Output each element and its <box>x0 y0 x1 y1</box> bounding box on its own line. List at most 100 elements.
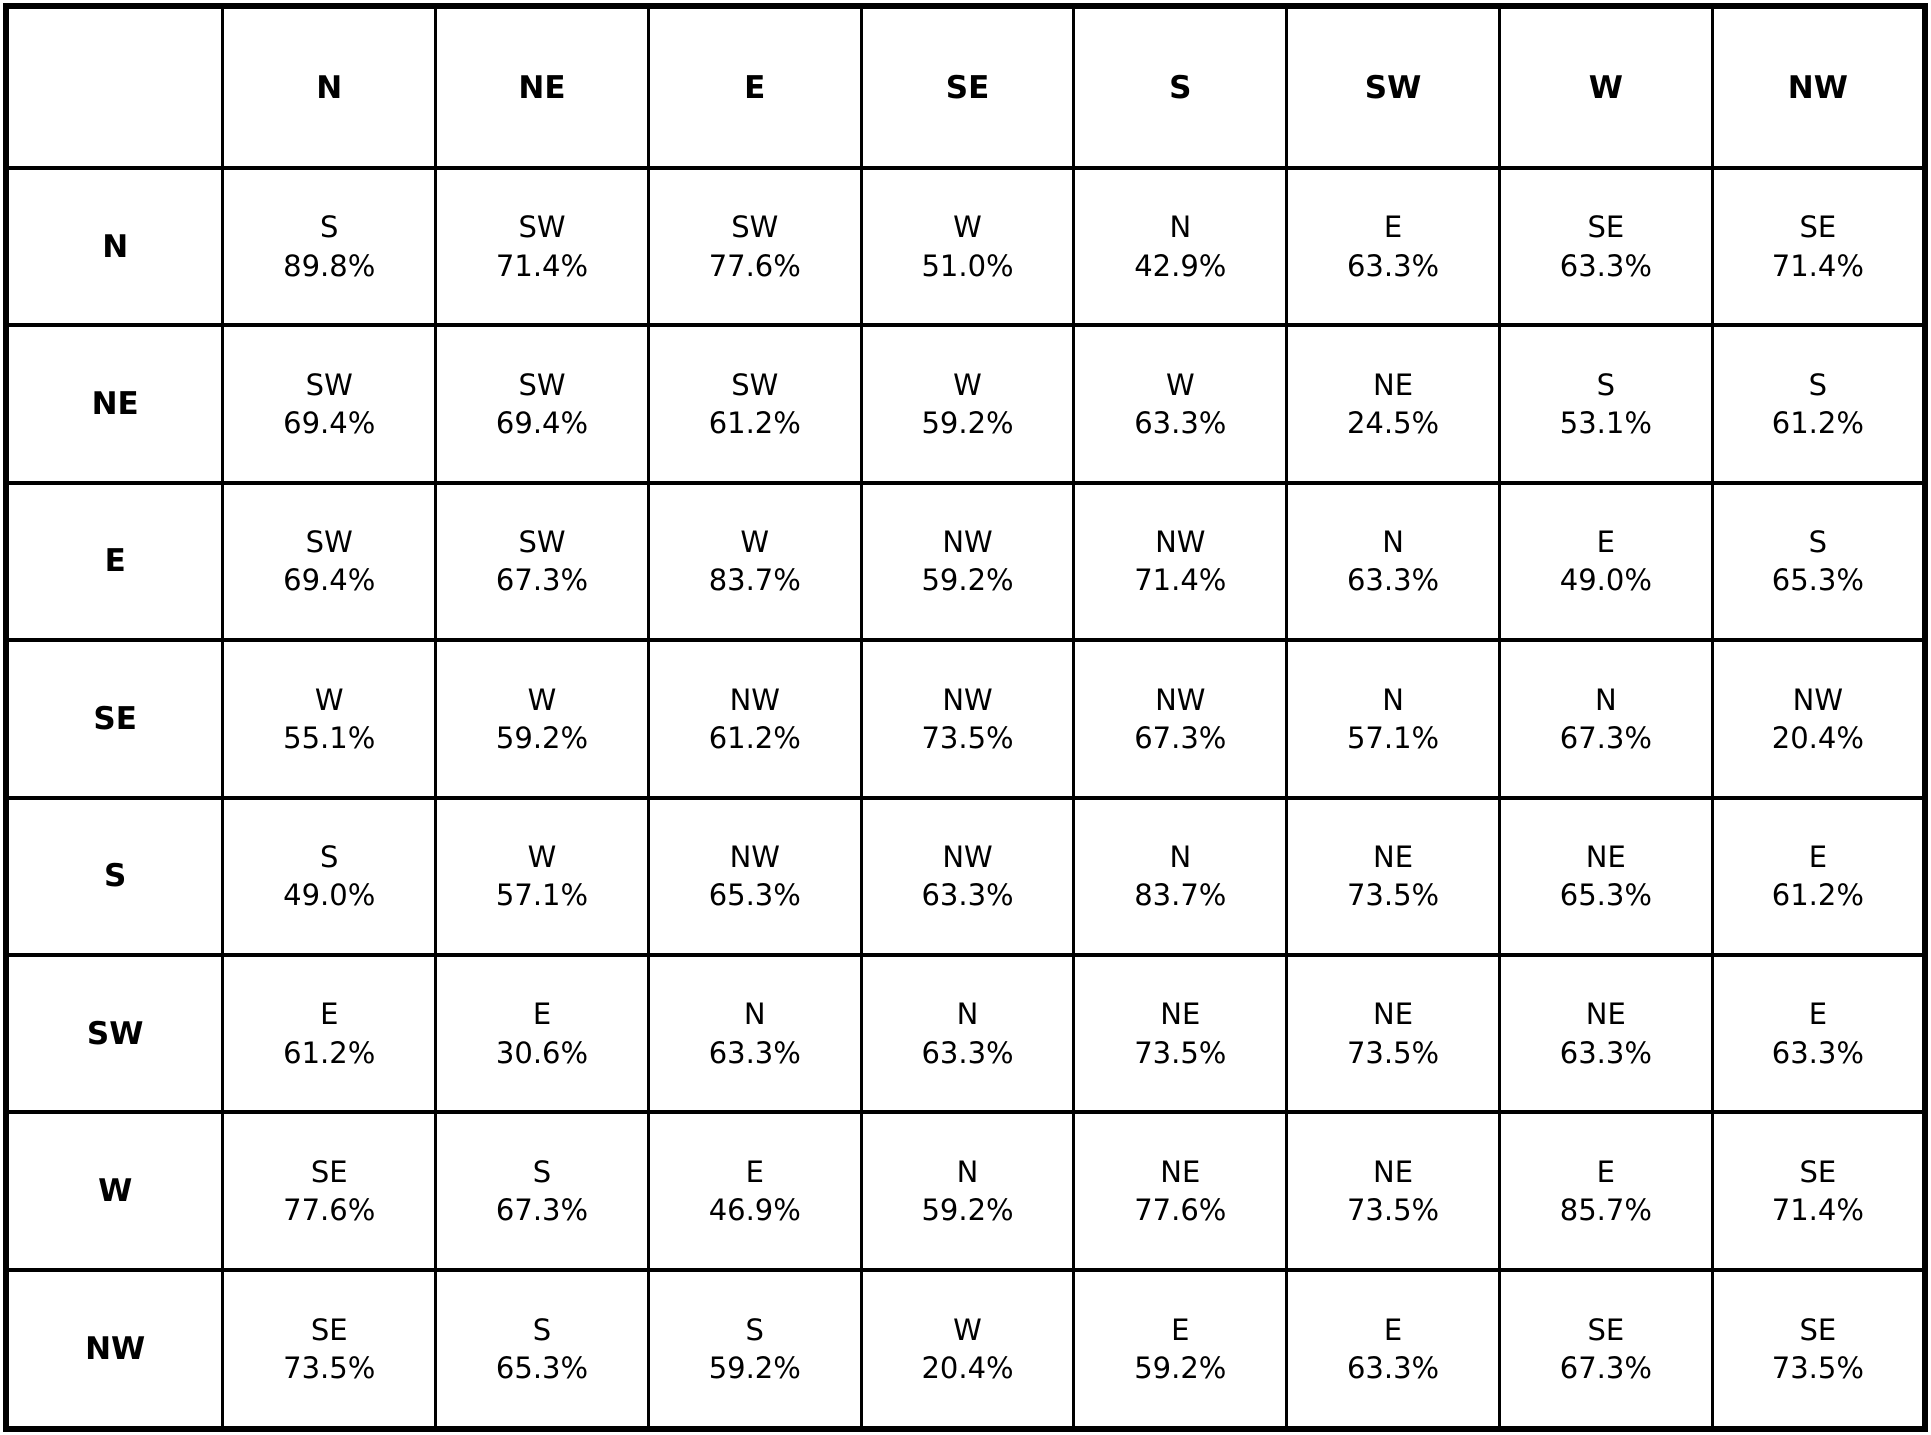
matrix-cell: SE 67.3% <box>1497 1267 1714 1432</box>
cell-direction-label: N <box>1382 525 1404 560</box>
matrix-cell: E 46.9% <box>646 1110 863 1272</box>
matrix-cell: NW 71.4% <box>1072 480 1289 643</box>
cell-percentage-value: 73.5% <box>1771 1350 1864 1385</box>
cell-percentage-value: 30.6% <box>495 1035 589 1070</box>
matrix-cell: NE 73.5% <box>1285 795 1501 957</box>
cell-percentage-value: 73.5% <box>1346 1192 1440 1227</box>
matrix-cell: N 42.9% <box>1072 165 1289 328</box>
cell-direction-label: NW <box>1155 682 1206 717</box>
matrix-cell: W 57.1% <box>434 795 650 957</box>
matrix-cell: E 61.2% <box>1710 795 1927 957</box>
cell-direction-label: SW <box>305 367 353 402</box>
cell-percentage-value: 65.3% <box>495 1350 589 1385</box>
cell-direction-label: S <box>1808 367 1828 402</box>
matrix-cell: SE 73.5% <box>221 1267 438 1432</box>
matrix-cell: NE 65.3% <box>1497 795 1714 957</box>
table-row: NE SW 69.4% SW 69.4% SW 61.2% W 59.2% W 63.3% NE 24.… <box>4 323 1927 485</box>
cell-direction-label: W <box>953 1312 982 1347</box>
cell-percentage-value: 53.1% <box>1559 406 1652 441</box>
cell-percentage-value: 63.3% <box>1559 1035 1652 1070</box>
cell-percentage-value: 61.2% <box>708 406 801 441</box>
cell-percentage-value: 73.5% <box>921 720 1014 755</box>
cell-percentage-value: 65.3% <box>708 878 801 913</box>
matrix-cell: NW 63.3% <box>859 795 1076 957</box>
cell-percentage-value: 67.3% <box>1559 1350 1652 1385</box>
cell-percentage-value: 71.4% <box>1771 248 1864 283</box>
matrix-cell: W 59.2% <box>859 323 1076 485</box>
matrix-cell: NE 73.5% <box>1285 1110 1501 1272</box>
cell-direction-label: E <box>1171 1312 1190 1347</box>
cell-direction-label: E <box>1596 525 1615 560</box>
cell-percentage-value: 61.2% <box>1771 406 1864 441</box>
direction-matrix-table: N NE E SE S SW W NW N S 89.8% SW 71.4% SW 77.6% W 51.0%… <box>3 3 1928 1432</box>
cell-percentage-value: 42.9% <box>1134 248 1227 283</box>
matrix-cell: W 55.1% <box>221 638 438 800</box>
column-header-sw: SW <box>1285 4 1501 170</box>
cell-direction-label: E <box>745 1154 764 1189</box>
matrix-cell: NW 73.5% <box>859 638 1076 800</box>
cell-direction-label: N <box>1382 682 1404 717</box>
matrix-cell: NW 59.2% <box>859 480 1076 643</box>
cell-direction-label: SW <box>731 210 779 245</box>
cell-percentage-value: 24.5% <box>1346 406 1440 441</box>
matrix-cell: E 85.7% <box>1497 1110 1714 1272</box>
cell-percentage-value: 73.5% <box>1134 1035 1227 1070</box>
row-header-w: W <box>4 1110 225 1272</box>
row-header-sw: SW <box>4 952 225 1115</box>
cell-direction-label: SW <box>305 525 353 560</box>
matrix-cell: NE 73.5% <box>1072 952 1289 1115</box>
cell-direction-label: NE <box>1373 367 1414 402</box>
cell-percentage-value: 73.5% <box>1346 1035 1440 1070</box>
cell-percentage-value: 59.2% <box>921 1192 1014 1227</box>
cell-percentage-value: 73.5% <box>1346 878 1440 913</box>
cell-direction-label: SE <box>1587 210 1625 245</box>
column-header-ne: NE <box>434 4 650 170</box>
cell-direction-label: W <box>953 367 982 402</box>
cell-direction-label: NW <box>1792 682 1844 717</box>
matrix-cell: S 67.3% <box>434 1110 650 1272</box>
table-row: W SE 77.6% S 67.3% E 46.9% N 59.2% NE 77.6% NE 73.5%… <box>4 1110 1927 1272</box>
column-header-row: N NE E SE S SW W NW <box>4 4 1927 170</box>
matrix-cell: SE 77.6% <box>221 1110 438 1272</box>
matrix-cell: N 63.3% <box>859 952 1076 1115</box>
matrix-cell: SE 71.4% <box>1710 165 1927 328</box>
matrix-cell: NE 63.3% <box>1497 952 1714 1115</box>
cell-direction-label: NE <box>1160 1154 1201 1189</box>
table-row: E SW 69.4% SW 67.3% W 83.7% NW 59.2% NW 71.4% N 63.3… <box>4 480 1927 643</box>
table-row: N S 89.8% SW 71.4% SW 77.6% W 51.0% N 42.9% E 63.3% S… <box>4 165 1927 328</box>
cell-direction-label: SW <box>518 210 566 245</box>
cell-percentage-value: 63.3% <box>1771 1035 1864 1070</box>
matrix-cell: SW 69.4% <box>221 480 438 643</box>
cell-direction-label: SE <box>310 1312 348 1347</box>
cell-direction-label: SE <box>310 1154 348 1189</box>
cell-direction-label: NW <box>729 682 780 717</box>
cell-direction-label: E <box>320 997 339 1032</box>
cell-percentage-value: 67.3% <box>495 1192 589 1227</box>
cell-percentage-value: 61.2% <box>1771 878 1864 913</box>
matrix-cell: W 63.3% <box>1072 323 1289 485</box>
column-header-e: E <box>646 4 863 170</box>
matrix-cell: E 63.3% <box>1710 952 1927 1115</box>
matrix-cell: N 67.3% <box>1497 638 1714 800</box>
matrix-cell: S 49.0% <box>221 795 438 957</box>
column-header-w: W <box>1497 4 1714 170</box>
cell-percentage-value: 83.7% <box>708 563 801 598</box>
matrix-cell: E 49.0% <box>1497 480 1714 643</box>
matrix-cell: S 61.2% <box>1710 323 1927 485</box>
cell-percentage-value: 69.4% <box>495 406 589 441</box>
cell-direction-label: SE <box>1799 210 1837 245</box>
matrix-cell: W 83.7% <box>646 480 863 643</box>
cell-direction-label: NE <box>1373 997 1414 1032</box>
cell-direction-label: N <box>1594 682 1617 717</box>
cell-percentage-value: 67.3% <box>495 563 589 598</box>
row-header-n: N <box>4 165 225 328</box>
cell-percentage-value: 65.3% <box>1559 878 1652 913</box>
cell-direction-label: N <box>1169 839 1192 874</box>
cell-direction-label: E <box>1383 1312 1403 1347</box>
matrix-cell: W 59.2% <box>434 638 650 800</box>
cell-percentage-value: 83.7% <box>1134 878 1227 913</box>
cell-percentage-value: 46.9% <box>708 1192 801 1227</box>
cell-percentage-value: 63.3% <box>1346 563 1440 598</box>
cell-direction-label: SE <box>1799 1154 1837 1189</box>
cell-percentage-value: 63.3% <box>1559 248 1652 283</box>
